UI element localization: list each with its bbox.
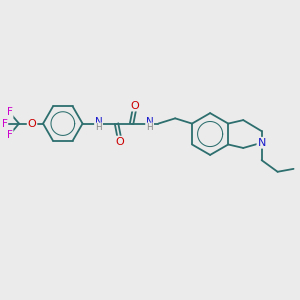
Text: H: H (95, 123, 102, 132)
Text: N: N (146, 116, 154, 127)
Text: O: O (131, 100, 140, 111)
Text: O: O (28, 118, 36, 129)
Text: N: N (95, 116, 102, 127)
Text: O: O (116, 136, 124, 147)
Text: H: H (146, 123, 153, 132)
Text: F: F (7, 130, 13, 140)
Text: N: N (257, 138, 266, 148)
Text: F: F (7, 107, 13, 118)
Text: F: F (2, 118, 8, 129)
